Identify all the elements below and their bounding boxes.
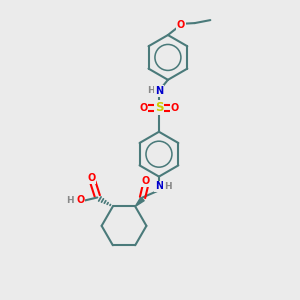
Polygon shape xyxy=(135,197,144,206)
Text: N: N xyxy=(155,182,163,191)
Text: O: O xyxy=(87,173,95,183)
Text: H: H xyxy=(147,86,154,95)
Text: O: O xyxy=(170,103,178,113)
Text: O: O xyxy=(177,20,185,30)
Text: O: O xyxy=(76,196,84,206)
Text: N: N xyxy=(155,86,163,96)
Text: H: H xyxy=(164,182,172,191)
Text: H: H xyxy=(67,196,74,205)
Text: O: O xyxy=(142,176,150,186)
Text: O: O xyxy=(139,103,148,113)
Text: S: S xyxy=(155,101,163,114)
